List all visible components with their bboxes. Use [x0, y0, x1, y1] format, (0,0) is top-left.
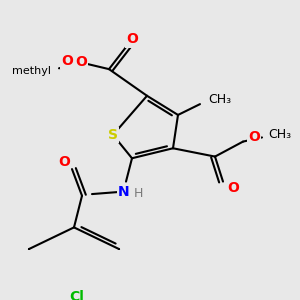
Text: O: O	[227, 181, 239, 195]
Text: S: S	[108, 128, 118, 142]
Text: O: O	[61, 54, 73, 68]
Text: CH₃: CH₃	[208, 94, 231, 106]
Text: O: O	[126, 32, 138, 46]
Text: O: O	[75, 56, 87, 70]
Text: H: H	[133, 187, 143, 200]
Text: O: O	[248, 130, 260, 144]
Text: Cl: Cl	[69, 290, 84, 300]
Text: CH₃: CH₃	[268, 128, 291, 141]
Text: N: N	[118, 184, 130, 199]
Text: O: O	[58, 155, 70, 170]
Text: methyl: methyl	[12, 66, 51, 76]
